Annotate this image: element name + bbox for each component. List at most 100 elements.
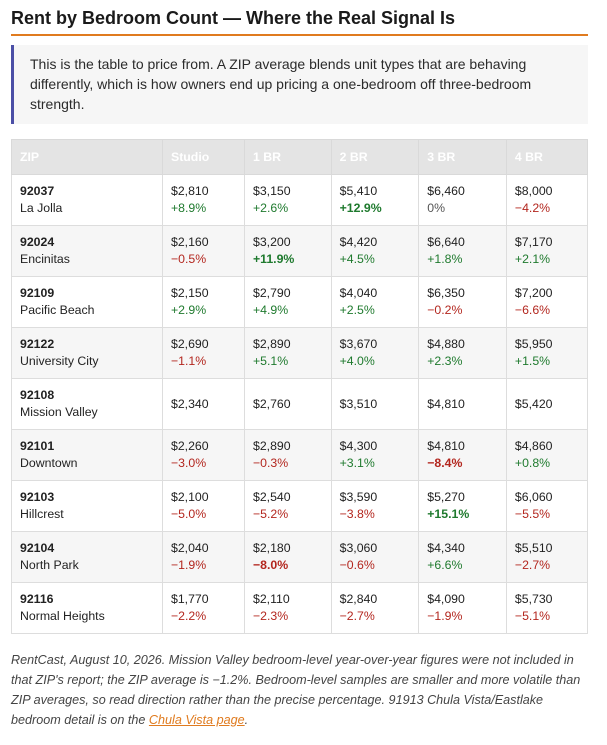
rent-price: $5,510 — [514, 541, 553, 555]
zip-cell: 92101 Downtown — [11, 429, 163, 481]
rent-change: +12.9% — [339, 201, 382, 215]
rent-price: $4,810 — [427, 439, 465, 453]
rent-price: $2,160 — [171, 235, 209, 249]
rent-cell: $2,790 +4.9% — [243, 276, 332, 328]
rent-cell: $5,420 — [505, 378, 589, 430]
table-row: 92122 University City $2,690 −1.1% $2,890 +5.… — [11, 327, 589, 379]
rent-change: −5.5% — [514, 507, 551, 521]
footnote-end: . — [244, 713, 249, 727]
rent-cell: $3,670 +4.0% — [330, 327, 420, 379]
rent-cell: $2,340 — [162, 378, 245, 430]
table-row: 92104 North Park $2,040 −1.9% $2,180 −8.0% $3,… — [11, 531, 589, 583]
rent-change: −5.1% — [514, 609, 551, 623]
rent-change: +6.6% — [427, 558, 463, 572]
rent-cell: $3,510 — [330, 378, 420, 430]
zip-code: 92109 — [20, 286, 55, 300]
rent-change: −1.1% — [171, 354, 207, 368]
zip-code: 92122 — [20, 337, 55, 351]
rent-price: $5,950 — [514, 337, 553, 351]
rent-cell: $4,340 +6.6% — [418, 531, 507, 583]
zip-code: 92024 — [20, 235, 55, 249]
rent-price: $3,150 — [252, 184, 291, 198]
rent-change: −4.2% — [514, 201, 551, 215]
table-row: 92103 Hillcrest $2,100 −5.0% $2,540 −5.2% $3,5… — [11, 480, 589, 532]
rent-change: −8.0% — [252, 558, 289, 572]
rent-price: $3,060 — [339, 541, 378, 555]
rent-price: $2,790 — [252, 286, 291, 300]
rent-price: $5,410 — [339, 184, 378, 198]
rent-cell: $2,260 −3.0% — [162, 429, 245, 481]
rent-price: $3,510 — [339, 396, 378, 411]
rent-change: −0.5% — [171, 252, 207, 266]
rent-cell: $4,860 +0.8% — [505, 429, 589, 481]
rent-cell: $6,460 0% — [418, 174, 507, 226]
table-row: 92109 Pacific Beach $2,150 +2.9% $2,790 +4.9%… — [11, 276, 589, 328]
rent-price: $6,640 — [427, 235, 465, 249]
rent-price: $2,890 — [252, 337, 291, 351]
rent-change: −3.8% — [339, 507, 375, 521]
rent-change: +1.8% — [427, 252, 463, 266]
intro-callout: This is the table to price from. A ZIP a… — [11, 45, 588, 124]
rent-price: $4,860 — [514, 439, 553, 453]
rent-price: $2,760 — [252, 396, 291, 411]
rent-cell: $4,810 −8.4% — [418, 429, 507, 481]
rent-cell: $2,110 −2.3% — [243, 582, 332, 634]
rent-change: −2.3% — [252, 609, 289, 623]
rent-price: $2,110 — [252, 592, 290, 606]
rent-price: $7,200 — [514, 286, 553, 300]
zip-cell: 92037 La Jolla — [11, 174, 163, 226]
rent-change: −8.4% — [427, 456, 463, 470]
chula-vista-link[interactable]: Chula Vista page — [148, 713, 245, 727]
rent-price: $4,090 — [427, 592, 465, 606]
rent-price: $4,300 — [339, 439, 378, 453]
rent-cell: $2,150 +2.9% — [162, 276, 245, 328]
neighborhood-name: La Jolla — [20, 201, 63, 215]
rent-cell: $2,890 −0.3% — [243, 429, 332, 481]
neighborhood-name: Hillcrest — [20, 507, 64, 521]
neighborhood-name: Downtown — [20, 456, 78, 470]
rent-price: $4,420 — [339, 235, 378, 249]
column-header: 1 BR — [243, 139, 332, 175]
neighborhood-name: North Park — [20, 558, 79, 572]
neighborhood-name: Mission Valley — [20, 405, 98, 419]
article: Rent by Bedroom Count — Where the Real S… — [11, 8, 589, 730]
rent-change: −2.7% — [514, 558, 551, 572]
rent-change: −2.2% — [171, 609, 207, 623]
rent-cell: $3,200 +11.9% — [243, 225, 332, 277]
rent-cell: $2,540 −5.2% — [243, 480, 332, 532]
zip-cell: 92024 Encinitas — [11, 225, 163, 277]
rent-change: +4.5% — [339, 252, 375, 266]
rent-change: +2.9% — [171, 303, 207, 317]
rent-cell: $6,060 −5.5% — [505, 480, 589, 532]
rent-change: +3.1% — [339, 456, 375, 470]
rent-cell: $5,410 +12.9% — [330, 174, 420, 226]
rent-cell: $3,060 −0.6% — [330, 531, 420, 583]
rent-change: +4.0% — [339, 354, 375, 368]
rent-change: −5.0% — [171, 507, 207, 521]
rent-change: −5.2% — [252, 507, 289, 521]
rent-price: $5,730 — [514, 592, 553, 606]
rent-price: $8,000 — [514, 184, 553, 198]
rent-price: $2,150 — [171, 286, 209, 300]
rent-change: +2.5% — [339, 303, 375, 317]
rent-price: $2,810 — [171, 184, 209, 198]
rent-price: $1,770 — [171, 592, 209, 606]
rent-change: −0.6% — [339, 558, 375, 572]
rent-cell: $6,640 +1.8% — [418, 225, 507, 277]
zip-cell: 92104 North Park — [11, 531, 163, 583]
table-row: 92101 Downtown $2,260 −3.0% $2,890 −0.3% $4,30… — [11, 429, 589, 481]
rent-change: +0.8% — [514, 456, 551, 470]
rent-cell: $2,180 −8.0% — [243, 531, 332, 583]
rent-change: −6.6% — [514, 303, 551, 317]
zip-code: 92037 — [20, 184, 55, 198]
column-header: 4 BR — [505, 139, 589, 175]
neighborhood-name: Encinitas — [20, 252, 70, 266]
rent-cell: $7,200 −6.6% — [505, 276, 589, 328]
rent-change: +1.5% — [514, 354, 551, 368]
footnote: RentCast, August 10, 2026. Mission Valle… — [11, 650, 588, 730]
rent-cell: $6,350 −0.2% — [418, 276, 507, 328]
rent-change: −1.9% — [427, 609, 463, 623]
rent-change: 0% — [427, 201, 446, 215]
rent-price: $2,340 — [171, 396, 209, 411]
rent-price: $4,340 — [427, 541, 465, 555]
